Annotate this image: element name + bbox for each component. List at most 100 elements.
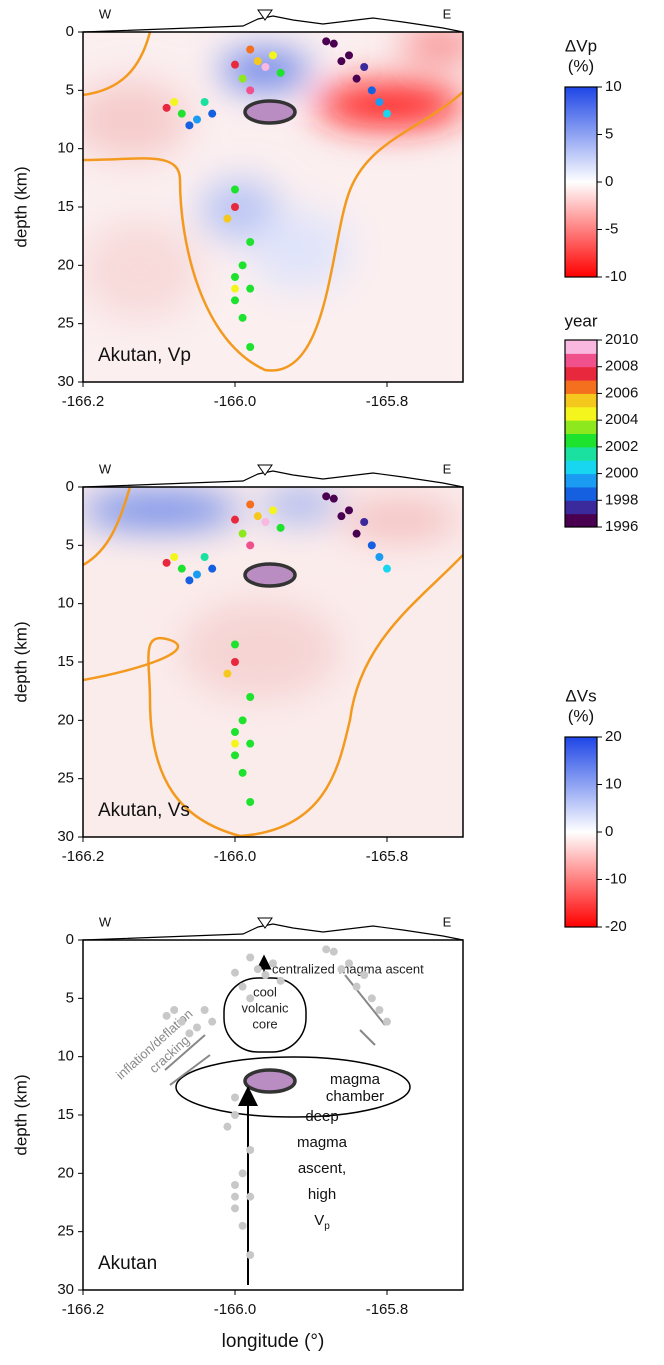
y-tick-label: 20	[57, 256, 74, 273]
y-tick-label: 10	[57, 595, 74, 612]
hypocenter	[223, 214, 232, 223]
colorbar-tick-label: 1998	[605, 491, 638, 508]
colorbar-tick-label: 20	[605, 728, 622, 745]
colorbar-step	[565, 406, 597, 421]
hypocenter	[322, 37, 331, 46]
hypocenter	[231, 515, 239, 524]
annotation: volcanic	[242, 1000, 289, 1015]
hypocenter	[208, 1017, 217, 1026]
hypocenter	[208, 109, 217, 118]
east-label: E	[443, 6, 452, 21]
y-tick-label: 30	[57, 828, 74, 845]
hypocenter	[375, 553, 384, 561]
hypocenter	[238, 1169, 247, 1178]
y-axis-label: depth (km)	[11, 166, 30, 247]
hypocenter	[231, 728, 239, 736]
y-tick-label: 15	[57, 1106, 74, 1123]
hypocenter	[170, 1006, 179, 1014]
annotation: core	[252, 1016, 277, 1031]
y-tick-label: 5	[66, 81, 74, 98]
hypocenter	[231, 739, 239, 748]
y-tick-label: 25	[57, 315, 74, 332]
hypocenter	[246, 1192, 255, 1201]
x-tick-label: -166.0	[214, 848, 257, 865]
hypocenter	[162, 103, 171, 112]
hypocenter	[360, 971, 369, 979]
x-tick-label: -166.0	[214, 393, 257, 410]
hypocenter	[261, 63, 270, 71]
hypocenter	[170, 98, 179, 106]
hypocenter	[238, 982, 247, 991]
hypocenter	[261, 971, 270, 979]
hypocenter	[185, 121, 194, 130]
hypocenter	[352, 74, 361, 83]
hypocenter	[231, 185, 239, 194]
colorbar-tick-label: 2006	[605, 384, 638, 401]
annotation: centralized magma ascent	[272, 961, 424, 976]
hypocenter	[337, 965, 346, 974]
y-tick-label: 30	[57, 1281, 74, 1298]
hypocenter	[375, 98, 384, 106]
annotation: high	[308, 1186, 336, 1203]
hypocenter	[177, 1017, 186, 1026]
y-tick-label: 15	[57, 198, 74, 215]
hypocenter	[329, 39, 338, 48]
hypocenter	[337, 57, 346, 66]
hypocenter	[352, 529, 361, 538]
summit-marker	[257, 917, 273, 929]
colorbar-tick-label: 1996	[605, 518, 638, 535]
y-axis-label: depth (km)	[11, 621, 30, 702]
hypocenter	[193, 1023, 201, 1032]
hypocenter	[238, 74, 247, 83]
colorbar-frame	[564, 339, 598, 528]
hypocenter	[246, 238, 255, 246]
hypocenter	[345, 506, 353, 515]
hypocenter	[200, 1006, 209, 1014]
y-axis-label: depth (km)	[11, 1074, 30, 1155]
hypocenter	[329, 947, 338, 956]
hypocenter	[231, 1192, 239, 1201]
colorbar-tick-label: -10	[605, 268, 627, 285]
colorbar-title: year	[564, 311, 597, 330]
colorbar-step	[565, 393, 597, 408]
hypocenter	[352, 982, 361, 991]
hypocenter	[276, 523, 285, 532]
colorbar-tick-label: 2004	[605, 411, 638, 428]
hypocenter	[170, 553, 179, 561]
east-label: E	[443, 914, 452, 929]
hypocenter	[337, 512, 346, 521]
panel-label: Akutan, Vs	[98, 800, 190, 821]
topography	[82, 923, 464, 941]
west-label: W	[99, 461, 112, 476]
hypocenter	[238, 313, 247, 322]
colorbar-fill	[565, 737, 597, 927]
hypocenter	[231, 1181, 239, 1189]
colorbar-tick-label: 2000	[605, 465, 638, 482]
colorbar-tick-label: 2002	[605, 438, 638, 455]
hypocenter	[269, 506, 277, 515]
y-tick-label: 20	[57, 1164, 74, 1181]
hypocenter	[367, 541, 376, 550]
panel-label: Akutan	[98, 1253, 157, 1274]
x-tick-label: -165.8	[366, 393, 409, 410]
topography	[82, 470, 464, 488]
x-tick-label: -166.2	[62, 1301, 105, 1318]
hypocenter	[231, 60, 239, 69]
colorbar-step	[565, 420, 597, 434]
colorbar-step	[565, 446, 597, 461]
hypocenter	[200, 98, 209, 106]
colorbar-tick-label: 0	[605, 173, 613, 190]
hypocenter	[360, 63, 369, 71]
colorbar-step	[565, 353, 597, 368]
hypocenter	[246, 86, 255, 95]
colorbar-step	[565, 486, 597, 501]
hypocenter	[383, 564, 391, 573]
y-tick-label: 5	[66, 536, 74, 553]
colorbar-tick-label: 2008	[605, 358, 638, 375]
hypocenter	[231, 968, 239, 977]
hypocenter	[246, 343, 255, 351]
hypocenter	[253, 965, 262, 974]
hypocenter	[276, 68, 285, 77]
hypocenter	[253, 57, 262, 66]
hypocenter	[246, 45, 255, 54]
